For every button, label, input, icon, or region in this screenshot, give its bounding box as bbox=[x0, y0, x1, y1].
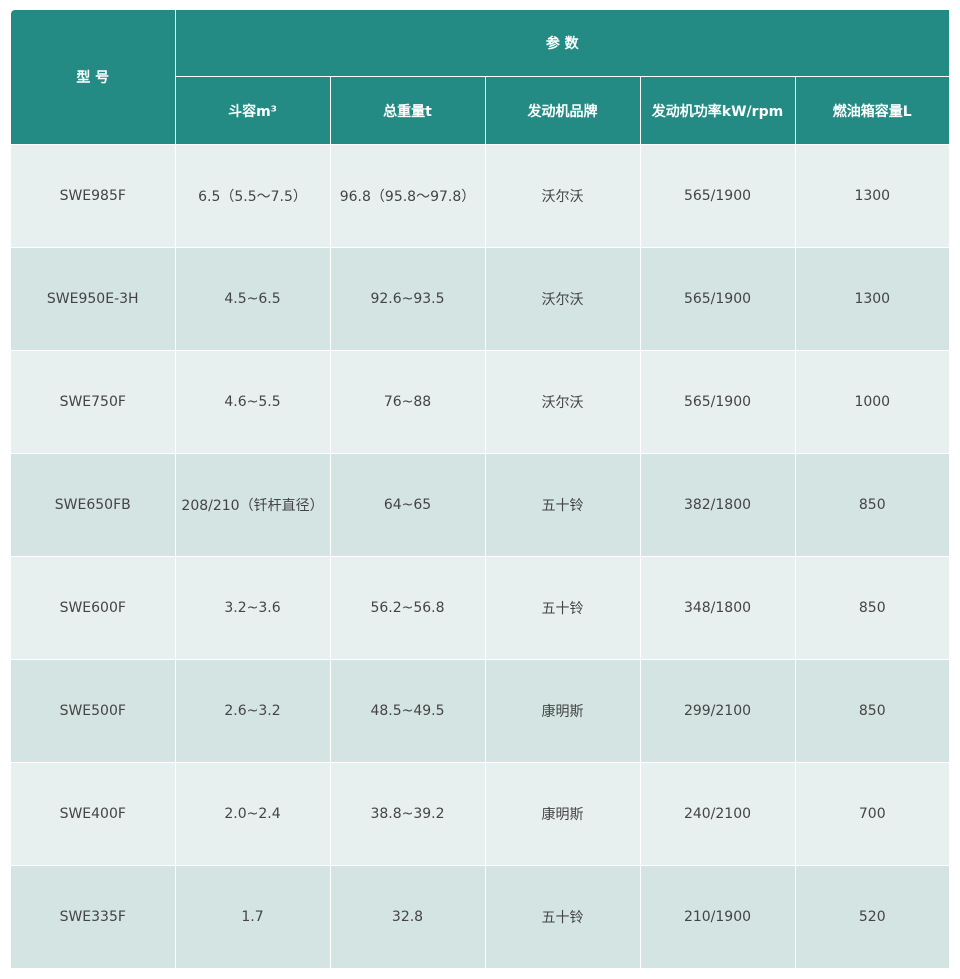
header-model: 型 号 bbox=[11, 10, 176, 145]
cell-model: SWE950E-3H bbox=[11, 247, 176, 351]
cell-fuel-tank: 1300 bbox=[794, 144, 950, 248]
cell-engine-power: 240/2100 bbox=[639, 762, 796, 866]
cell-model: SWE600F bbox=[11, 556, 176, 660]
cell-weight: 56.2~56.8 bbox=[329, 556, 486, 660]
cell-engine-power: 565/1900 bbox=[639, 350, 796, 454]
cell-fuel-tank: 520 bbox=[794, 865, 950, 969]
cell-fuel-tank: 850 bbox=[794, 659, 950, 763]
cell-model: SWE750F bbox=[11, 350, 176, 454]
cell-fuel-tank: 850 bbox=[794, 556, 950, 660]
cell-engine-brand: 沃尔沃 bbox=[484, 247, 641, 351]
cell-fuel-tank: 700 bbox=[794, 762, 950, 866]
table-row: SWE500F 2.6~3.2 48.5~49.5 康明斯 299/2100 850 bbox=[11, 659, 950, 763]
cell-model: SWE335F bbox=[11, 865, 176, 969]
cell-bucket: 1.7 bbox=[174, 865, 331, 969]
cell-model: SWE650FB bbox=[11, 453, 176, 557]
header-engine-brand: 发动机品牌 bbox=[484, 76, 641, 145]
table-row: SWE600F 3.2~3.6 56.2~56.8 五十铃 348/1800 850 bbox=[11, 556, 950, 660]
cell-weight: 48.5~49.5 bbox=[329, 659, 486, 763]
cell-bucket: 6.5（5.5～7.5） bbox=[174, 144, 331, 248]
cell-engine-brand: 五十铃 bbox=[484, 865, 641, 969]
cell-fuel-tank: 1000 bbox=[794, 350, 950, 454]
cell-engine-power: 565/1900 bbox=[639, 144, 796, 248]
cell-bucket: 2.0~2.4 bbox=[174, 762, 331, 866]
table-row: SWE950E-3H 4.5~6.5 92.6~93.5 沃尔沃 565/1900 130… bbox=[11, 247, 950, 351]
cell-bucket: 2.6~3.2 bbox=[174, 659, 331, 763]
cell-bucket: 4.5~6.5 bbox=[174, 247, 331, 351]
table-row: SWE400F 2.0~2.4 38.8~39.2 康明斯 240/2100 700 bbox=[11, 762, 950, 866]
cell-engine-power: 210/1900 bbox=[639, 865, 796, 969]
cell-model: SWE985F bbox=[11, 144, 176, 248]
table-row: SWE985F 6.5（5.5～7.5） 96.8（95.8～97.8） 沃尔沃 565… bbox=[11, 144, 950, 248]
cell-weight: 96.8（95.8～97.8） bbox=[329, 144, 486, 248]
cell-fuel-tank: 1300 bbox=[794, 247, 950, 351]
cell-engine-brand: 五十铃 bbox=[484, 453, 641, 557]
cell-engine-brand: 五十铃 bbox=[484, 556, 641, 660]
cell-weight: 64~65 bbox=[329, 453, 486, 557]
cell-bucket: 208/210（钎杆直径） bbox=[174, 453, 331, 557]
cell-engine-brand: 康明斯 bbox=[484, 659, 641, 763]
cell-weight: 32.8 bbox=[329, 865, 486, 969]
cell-weight: 76~88 bbox=[329, 350, 486, 454]
cell-fuel-tank: 850 bbox=[794, 453, 950, 557]
cell-engine-brand: 康明斯 bbox=[484, 762, 641, 866]
header-fuel-tank: 燃油箱容量L bbox=[794, 76, 950, 145]
cell-model: SWE500F bbox=[11, 659, 176, 763]
cell-engine-brand: 沃尔沃 bbox=[484, 144, 641, 248]
cell-engine-power: 299/2100 bbox=[639, 659, 796, 763]
cell-bucket: 3.2~3.6 bbox=[174, 556, 331, 660]
cell-model: SWE400F bbox=[11, 762, 176, 866]
header-params: 参 数 bbox=[174, 10, 950, 77]
cell-weight: 92.6~93.5 bbox=[329, 247, 486, 351]
header-weight: 总重量t bbox=[329, 76, 486, 145]
cell-engine-power: 348/1800 bbox=[639, 556, 796, 660]
cell-weight: 38.8~39.2 bbox=[329, 762, 486, 866]
spec-table: 型 号 参 数 斗容m³ 总重量t 发动机品牌 发动机功率kW/rpm 燃油箱容… bbox=[11, 10, 950, 969]
table-row: SWE335F 1.7 32.8 五十铃 210/1900 520 bbox=[11, 865, 950, 969]
cell-bucket: 4.6~5.5 bbox=[174, 350, 331, 454]
header-engine-power: 发动机功率kW/rpm bbox=[639, 76, 796, 145]
cell-engine-power: 382/1800 bbox=[639, 453, 796, 557]
cell-engine-brand: 沃尔沃 bbox=[484, 350, 641, 454]
table-row: SWE750F 4.6~5.5 76~88 沃尔沃 565/1900 1000 bbox=[11, 350, 950, 454]
header-bucket: 斗容m³ bbox=[174, 76, 331, 145]
table-row: SWE650FB 208/210（钎杆直径） 64~65 五十铃 382/1800 850 bbox=[11, 453, 950, 557]
cell-engine-power: 565/1900 bbox=[639, 247, 796, 351]
